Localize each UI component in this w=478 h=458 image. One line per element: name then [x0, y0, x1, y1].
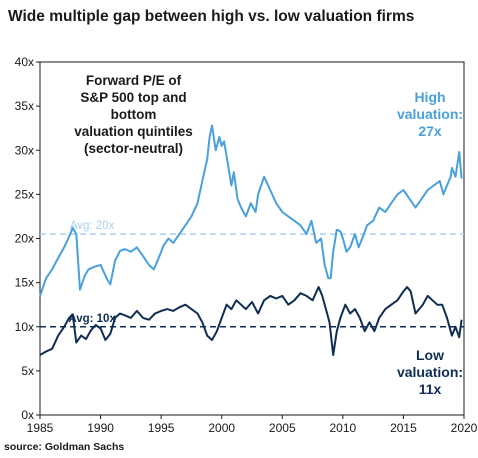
inset-line: valuation quintiles	[74, 124, 193, 139]
y-tick-label: 0x	[21, 408, 34, 422]
y-tick-label: 20x	[15, 232, 34, 246]
inset-annotation: Forward P/E of S&P 500 top and bottom va…	[56, 72, 211, 157]
high-valuation-line	[39, 124, 463, 297]
x-tick-label: 2010	[330, 421, 357, 435]
source-note: source: Goldman Sachs	[4, 441, 125, 453]
x-tick-label: 1985	[27, 421, 54, 435]
low-valuation-annotation: Low valuation: 11x	[384, 347, 476, 398]
inset-line: Forward P/E of	[85, 73, 182, 88]
inset-line: (sector-neutral)	[83, 141, 183, 156]
y-tick-label: 5x	[21, 364, 34, 378]
y-tick-label: 25x	[15, 187, 34, 201]
y-tick-label: 35x	[15, 99, 34, 113]
x-tick-label: 2015	[390, 421, 417, 435]
y-tick-label: 10x	[15, 320, 34, 334]
low-valuation-line	[39, 286, 463, 356]
y-tick-label: 30x	[15, 143, 34, 157]
low-annotation-value: 11x	[418, 381, 442, 397]
low-annotation-line: valuation:	[396, 364, 464, 380]
x-tick-label: 2020	[451, 421, 478, 435]
x-tick-label: 2000	[208, 421, 235, 435]
chart-title: Wide multiple gap between high vs. low v…	[8, 8, 415, 25]
low-avg-line-label: Avg: 10x	[68, 313, 116, 325]
y-tick-label: 40x	[15, 55, 34, 69]
y-tick-label: 15x	[15, 276, 34, 290]
low-annotation-line: Low	[416, 347, 444, 363]
high-avg-line-label: Avg: 20x	[70, 220, 115, 232]
high-annotation-line: High	[414, 89, 446, 105]
x-tick-label: 1990	[87, 421, 114, 435]
x-tick-label: 2005	[269, 421, 296, 435]
high-valuation-annotation: High valuation: 27x	[384, 89, 476, 140]
inset-line: S&P 500 top and bottom	[80, 90, 187, 122]
x-tick-label: 1995	[148, 421, 175, 435]
high-annotation-value: 27x	[418, 123, 442, 139]
high-annotation-line: valuation:	[396, 106, 464, 122]
